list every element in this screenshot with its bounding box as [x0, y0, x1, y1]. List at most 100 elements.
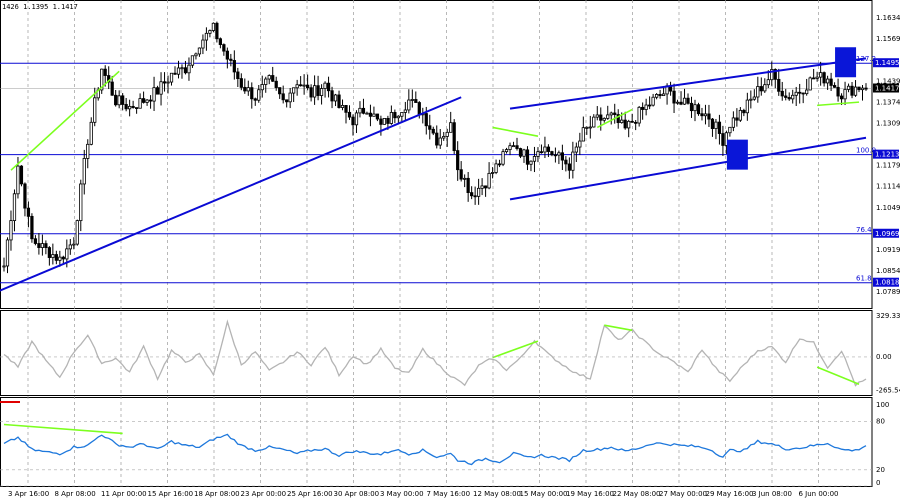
candle-body: [285, 99, 289, 103]
candle-body: [567, 163, 571, 171]
y-tick-label: 1.0854: [876, 267, 900, 275]
candle-body: [794, 91, 798, 96]
candle-body: [347, 111, 352, 118]
candle-body: [609, 112, 613, 116]
fib-price-tag: [873, 149, 899, 159]
candle-body: [225, 50, 229, 60]
candle-body: [407, 99, 411, 111]
candle-body: [756, 86, 760, 98]
divergence-line: [492, 126, 539, 137]
candle-body: [37, 243, 41, 248]
candle-body: [159, 81, 163, 95]
candle-body: [351, 116, 355, 126]
candle-body: [700, 113, 704, 117]
candle-body: [187, 64, 191, 74]
candle-body: [846, 85, 851, 90]
candle-body: [190, 55, 195, 66]
candle-body: [661, 93, 666, 97]
candle-body: [717, 121, 722, 134]
candle-body: [274, 80, 278, 88]
candle-body: [58, 256, 62, 261]
candle-body: [832, 85, 837, 88]
candle-body: [829, 78, 833, 86]
candle-body: [571, 151, 575, 171]
candle-body: [365, 112, 369, 115]
candle-body: [19, 165, 24, 185]
candle-body: [578, 140, 582, 148]
candle-body: [812, 77, 816, 80]
candle-body: [354, 112, 359, 126]
candle-body: [358, 107, 362, 114]
candle-body: [763, 84, 767, 92]
candle-body: [759, 86, 763, 92]
indicator-tick-label: 329.3341: [876, 312, 900, 320]
candle-body: [703, 113, 708, 117]
candle-body: [424, 113, 428, 127]
indicator-tick-label: -265.544: [876, 387, 900, 395]
candle-body: [473, 195, 477, 198]
candle-body: [169, 72, 174, 83]
candle-body: [93, 97, 97, 123]
candle-body: [26, 207, 31, 217]
trendlines[interactable]: [0, 57, 867, 292]
y-tick-label: 1.0789: [876, 288, 900, 296]
candle-body: [494, 163, 498, 173]
signal-markers: [726, 47, 857, 170]
candle-body: [89, 121, 93, 145]
candle-body: [742, 109, 746, 114]
candle-body: [438, 137, 442, 146]
candle-body: [173, 72, 177, 75]
indicator-tick-label: 100: [876, 401, 889, 409]
candle-body: [396, 115, 400, 119]
candle-body: [201, 39, 205, 49]
candle-body: [627, 120, 631, 129]
candle-body: [780, 90, 784, 97]
candle-body: [731, 117, 736, 128]
candle-body: [679, 101, 683, 105]
candle-body: [616, 114, 620, 124]
candle-body: [480, 185, 484, 189]
candle-body: [860, 87, 865, 91]
trendline: [509, 136, 867, 201]
candle-body: [606, 114, 610, 119]
header-quote: 1426 1.1395 1.1417: [2, 3, 78, 11]
candle-body: [271, 75, 275, 82]
candle-body: [319, 88, 324, 96]
candle-body: [714, 121, 718, 129]
candle-body: [215, 22, 219, 40]
candle-body: [340, 105, 345, 108]
candle-body: [372, 113, 376, 117]
candle-body: [30, 215, 34, 240]
candle-body: [470, 192, 474, 197]
candle-body: [386, 118, 390, 124]
candle-body: [560, 152, 564, 161]
candle-body: [368, 112, 373, 117]
candle-body: [853, 86, 858, 96]
candle-body: [672, 90, 676, 104]
candle-body: [452, 122, 456, 152]
candle-body: [309, 87, 313, 98]
y-tick-label: 1.1439: [876, 77, 900, 85]
candle-body: [253, 98, 257, 101]
candle-body: [16, 165, 20, 195]
candle-body: [819, 72, 823, 78]
trendline: [0, 96, 462, 292]
candle-body: [735, 117, 739, 121]
cci-panel-frame: [0, 310, 873, 396]
x-tick-label: 29 May 16:00: [706, 490, 754, 498]
candle-body: [801, 92, 805, 95]
candle-body: [361, 107, 366, 114]
candle-body: [634, 121, 638, 124]
candle-body: [777, 78, 781, 92]
candle-body: [721, 133, 725, 146]
candle-body: [435, 132, 439, 146]
candle-body: [267, 75, 271, 80]
candle-body: [808, 77, 812, 91]
cci-panel: 329.3341 0.00 -265.544: [0, 312, 900, 395]
candle-body: [546, 146, 551, 152]
candle-body: [222, 44, 226, 52]
trendline: [509, 57, 867, 110]
candle-body: [9, 220, 13, 241]
